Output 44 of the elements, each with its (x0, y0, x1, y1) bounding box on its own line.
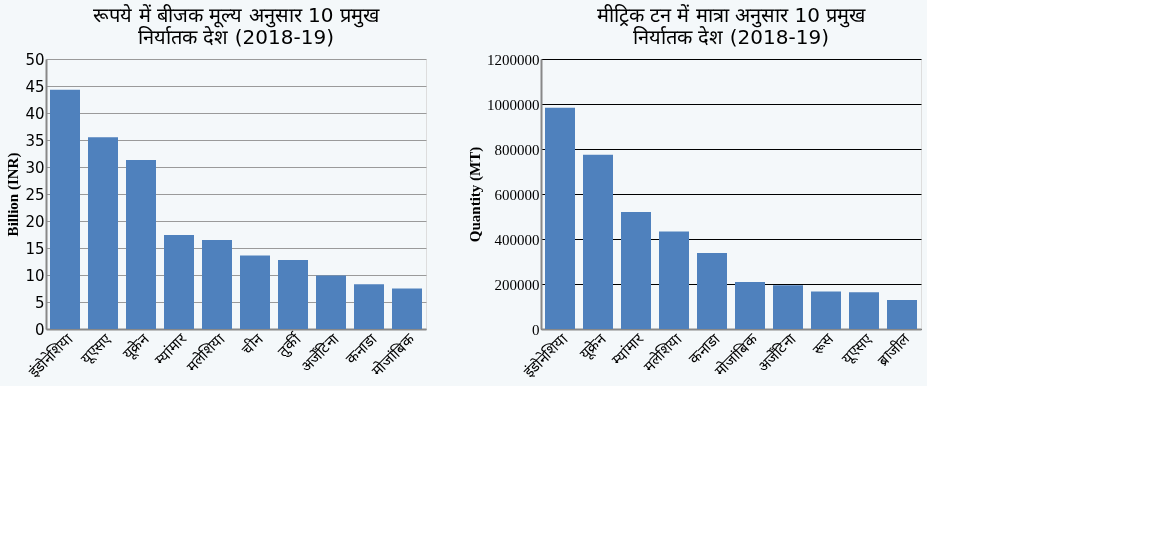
bar (278, 259, 308, 329)
bar (621, 212, 651, 329)
y-tick-label: 0 (532, 321, 540, 338)
y-tick-label: 20 (25, 212, 45, 231)
y-tick-label: 25 (25, 185, 45, 204)
bar (545, 107, 575, 329)
bar (887, 299, 917, 329)
bar (164, 235, 194, 329)
bar (583, 154, 613, 329)
bar (354, 284, 384, 329)
y-tick-label: 30 (25, 158, 45, 177)
y-tick-label: 50 (25, 50, 45, 69)
x-tick-label: चीन (238, 329, 268, 359)
x-tick-label: रूस (809, 329, 839, 359)
bar (849, 292, 879, 329)
bar (316, 275, 346, 329)
bar (240, 255, 270, 329)
bar (88, 137, 118, 329)
bar (659, 231, 689, 329)
bar (50, 89, 80, 329)
y-tick-label: 15 (25, 239, 45, 258)
chart-title: रूपये में बीजक मूल्य अनुसार 10 प्रमुख निर्यातक देश (2018-19) (93, 3, 380, 49)
y-tick-label: 600000 (494, 186, 540, 203)
bar (392, 288, 422, 329)
bar (697, 252, 727, 329)
y-tick-label: 800000 (494, 141, 540, 158)
bar (202, 239, 232, 329)
y-tick-label: 0 (34, 320, 45, 339)
bar (773, 285, 803, 329)
y-tick-label: 1200000 (487, 51, 540, 68)
y-axis-title: Billion (INR) (5, 152, 23, 237)
y-tick-label: 400000 (494, 231, 540, 248)
y-tick-label: 40 (25, 104, 45, 123)
chart-title: मीट्रिक टन में मात्रा अनुसार 10 प्रमुख निर्यातक देश (2018-19) (596, 3, 867, 49)
y-tick-label: 200000 (494, 276, 540, 293)
y-axis-title: Quantity (MT) (467, 146, 484, 243)
y-tick-label: 5 (34, 293, 45, 312)
y-tick-label: 45 (25, 77, 45, 96)
bar (811, 291, 841, 329)
bar (735, 281, 765, 329)
bar (126, 159, 156, 329)
y-tick-label: 1000000 (487, 96, 540, 113)
y-tick-label: 10 (25, 266, 45, 285)
y-tick-label: 35 (25, 131, 45, 150)
